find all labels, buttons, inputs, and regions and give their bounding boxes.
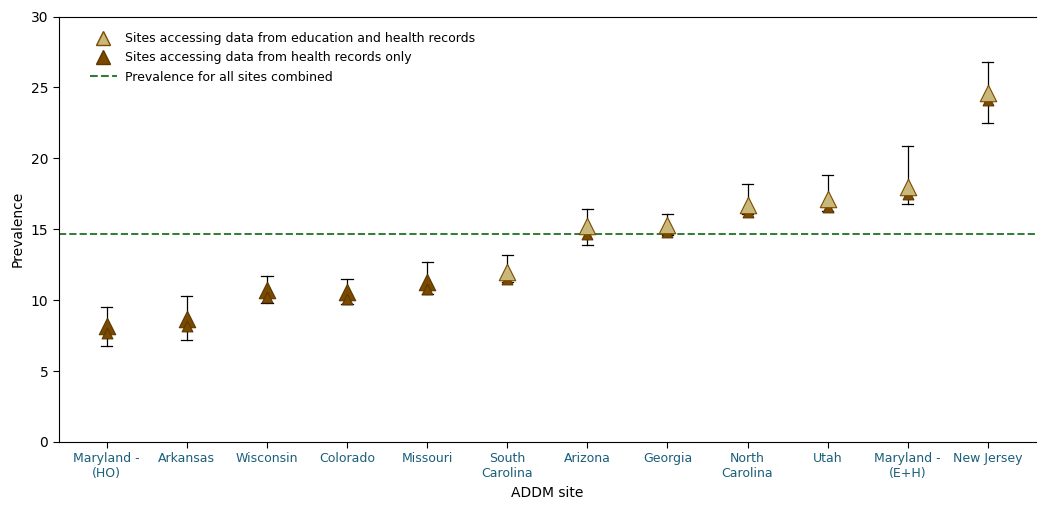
Point [579, 222, 596, 230]
Point [338, 295, 355, 303]
Point [899, 182, 916, 191]
Point [98, 329, 115, 337]
Point [259, 293, 275, 301]
Point [498, 275, 515, 283]
Point [98, 321, 115, 330]
Y-axis label: Prevalence: Prevalence [12, 191, 25, 267]
Point [979, 96, 996, 104]
Point [739, 201, 756, 209]
Legend: Sites accessing data from education and health records, Sites accessing data fro: Sites accessing data from education and … [85, 27, 480, 88]
Point [259, 286, 275, 294]
Point [419, 277, 436, 286]
Point [579, 229, 596, 238]
Point [419, 285, 436, 293]
Point [338, 288, 355, 296]
Point [819, 195, 836, 203]
Point [819, 202, 836, 211]
Point [178, 314, 195, 322]
Point [498, 268, 515, 276]
Point [659, 221, 675, 229]
Point [178, 321, 195, 330]
Point [979, 89, 996, 97]
X-axis label: ADDM site: ADDM site [511, 486, 583, 500]
Point [659, 228, 675, 236]
Point [899, 190, 916, 198]
Point [739, 208, 756, 216]
